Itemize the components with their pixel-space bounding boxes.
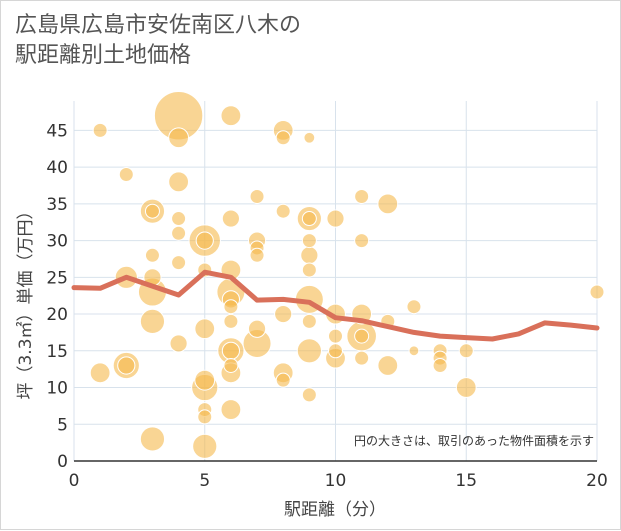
bubble-point xyxy=(377,355,399,376)
bubble-series xyxy=(89,90,605,459)
chart-title: 広島県広島市安佐南区八木の 駅距離別土地価格 xyxy=(15,13,302,68)
bubble-point xyxy=(589,284,605,300)
bubble-point xyxy=(247,319,267,338)
bubble-point xyxy=(118,166,134,182)
bubble-point xyxy=(249,189,265,205)
bubble-point xyxy=(139,308,166,335)
bubble-point xyxy=(458,343,474,359)
bubble-point xyxy=(301,313,317,329)
x-axis-title: 駅距離（分） xyxy=(284,500,386,520)
bubble-point xyxy=(221,341,240,360)
bubble-point xyxy=(194,369,216,391)
bubble-point xyxy=(221,209,240,228)
bubble-point xyxy=(354,233,370,249)
bubble-point xyxy=(432,357,448,373)
bubble-point xyxy=(328,328,343,344)
y-tick-label: 25 xyxy=(46,268,68,288)
x-axis-ticks: 0 5 10 15 20 xyxy=(69,471,608,491)
bubble-point xyxy=(455,377,477,398)
bubble-point xyxy=(354,328,370,344)
bubble-point xyxy=(168,171,190,193)
bubble-point xyxy=(89,362,111,384)
bubble-point xyxy=(223,357,239,373)
bubble-point xyxy=(223,299,239,315)
bubble-point xyxy=(117,356,136,375)
bubble-point xyxy=(328,343,343,359)
x-tick-label: 5 xyxy=(199,471,210,491)
y-tick-label: 30 xyxy=(46,232,68,252)
bubble-point xyxy=(303,131,316,144)
bubble-point xyxy=(354,350,370,366)
bubble-point xyxy=(274,304,293,324)
bubble-point xyxy=(171,255,187,271)
bubble-point xyxy=(408,345,420,357)
x-tick-label: 10 xyxy=(325,471,347,491)
bubble-point xyxy=(220,399,242,420)
trend-line xyxy=(71,269,600,342)
x-tick-label: 15 xyxy=(455,471,477,491)
y-tick-label: 20 xyxy=(46,305,68,325)
bubble-point xyxy=(195,231,214,250)
bubble-size-note: 円の大きさは、取引のあった物件面積を示す xyxy=(354,433,594,448)
bubble-point xyxy=(301,233,317,249)
y-tick-label: 15 xyxy=(46,342,68,362)
bubble-point xyxy=(300,246,319,265)
bubble-point xyxy=(377,193,399,215)
bubble-point xyxy=(144,203,160,219)
y-tick-label: 10 xyxy=(46,379,68,399)
bubble-point xyxy=(92,122,108,138)
bubble-point xyxy=(301,387,317,403)
x-tick-label: 20 xyxy=(586,471,608,491)
y-tick-label: 40 xyxy=(46,158,68,178)
bubble-point xyxy=(144,247,160,263)
y-tick-label: 45 xyxy=(46,121,68,141)
y-tick-label: 5 xyxy=(57,415,68,435)
bubble-point xyxy=(406,299,422,315)
bubble-point xyxy=(169,334,188,353)
trend-line-series xyxy=(71,269,600,342)
bubble-point xyxy=(168,127,190,149)
x-tick-label: 0 xyxy=(69,471,80,491)
bubble-point xyxy=(301,262,317,278)
bubble-point xyxy=(192,433,218,459)
bubble-point xyxy=(326,209,345,228)
y-tick-label: 35 xyxy=(46,195,68,215)
bubble-point xyxy=(194,318,216,340)
y-axis-ticks: 0 5 10 15 20 25 30 35 40 45 xyxy=(46,121,68,472)
bubble-point xyxy=(275,203,291,219)
bubble-point xyxy=(249,247,265,263)
y-axis-title: 坪（3.3㎡）単価（万円） xyxy=(16,202,36,399)
bubble-point xyxy=(275,372,291,388)
bubble-point xyxy=(197,409,213,425)
bubble-point xyxy=(171,211,187,227)
bubble-point xyxy=(296,338,322,364)
bubble-point xyxy=(139,426,166,452)
bubble-point xyxy=(223,313,239,329)
bubble-point xyxy=(275,130,291,146)
y-tick-label: 0 xyxy=(57,452,68,472)
bubble-point xyxy=(301,211,317,227)
bubble-point xyxy=(171,225,187,241)
bubble-point xyxy=(220,105,242,127)
bubble-point xyxy=(354,189,370,205)
